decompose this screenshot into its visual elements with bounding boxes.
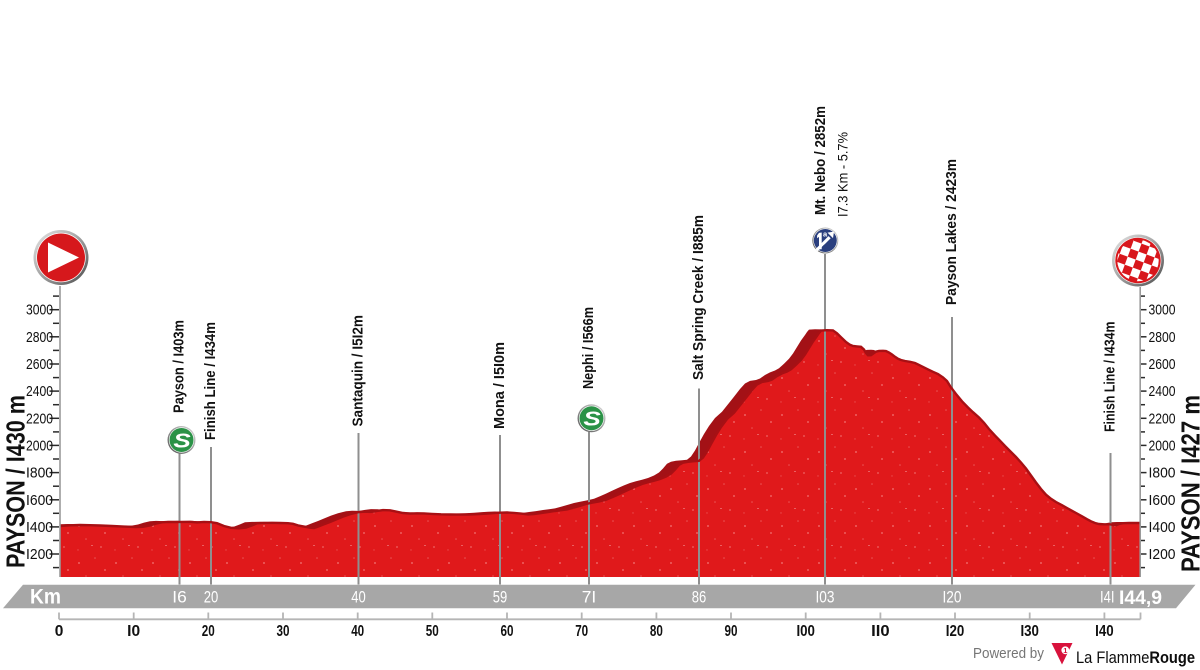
svg-text:2600: 2600 — [1149, 356, 1176, 373]
svg-text:2200: 2200 — [26, 410, 53, 427]
svg-text:2800: 2800 — [1149, 329, 1176, 346]
svg-text:2000: 2000 — [1149, 437, 1176, 454]
svg-text:I200: I200 — [26, 546, 53, 563]
svg-text:2800: 2800 — [26, 329, 53, 346]
svg-text:2000: 2000 — [26, 437, 53, 454]
svg-text:2200: 2200 — [1149, 410, 1176, 427]
svg-text:I7.3 Km - 5.7%: I7.3 Km - 5.7% — [836, 132, 851, 217]
svg-text:I600: I600 — [26, 492, 53, 509]
svg-text:0: 0 — [55, 623, 64, 640]
svg-text:I00: I00 — [796, 623, 815, 640]
svg-text:Santaquin / I5I2m: Santaquin / I5I2m — [350, 315, 367, 427]
svg-text:Finish Line / I434m: Finish Line / I434m — [1102, 322, 1119, 433]
svg-text:2400: 2400 — [1149, 383, 1176, 400]
svg-text:Powered by: Powered by — [973, 646, 1045, 662]
svg-text:50: 50 — [426, 623, 439, 640]
svg-text:I400: I400 — [1149, 519, 1176, 536]
svg-text:II0: II0 — [871, 623, 890, 640]
svg-text:I800: I800 — [26, 465, 53, 482]
svg-text:I600: I600 — [1149, 492, 1176, 509]
svg-text:Km: Km — [30, 586, 61, 609]
svg-text:Payson / I403m: Payson / I403m — [171, 320, 188, 413]
svg-text:80: 80 — [650, 623, 663, 640]
svg-text:I20: I20 — [943, 589, 962, 607]
svg-text:2400: 2400 — [26, 383, 53, 400]
svg-text:70: 70 — [575, 623, 588, 640]
svg-text:Mt. Nebo / 2852m: Mt. Nebo / 2852m — [812, 106, 829, 215]
svg-text:I200: I200 — [1149, 546, 1176, 563]
svg-text:90: 90 — [725, 623, 738, 640]
svg-text:7I: 7I — [582, 589, 597, 607]
svg-text:S: S — [173, 429, 191, 451]
svg-text:3000: 3000 — [1149, 302, 1176, 319]
svg-text:I20: I20 — [946, 623, 965, 640]
svg-text:I400: I400 — [26, 519, 53, 536]
svg-text:40: 40 — [351, 623, 364, 640]
svg-text:Salt Spring Creek / I885m: Salt Spring Creek / I885m — [690, 215, 707, 380]
svg-text:1: 1 — [1063, 646, 1067, 655]
svg-text:La FlammeRouge: La FlammeRouge — [1076, 648, 1195, 667]
svg-text:I44,9: I44,9 — [1119, 587, 1162, 609]
svg-text:2600: 2600 — [26, 356, 53, 373]
svg-text:59: 59 — [493, 589, 508, 607]
svg-text:S: S — [583, 407, 601, 429]
svg-text:I800: I800 — [1149, 465, 1176, 482]
svg-text:3000: 3000 — [26, 302, 53, 319]
svg-text:I40: I40 — [1095, 623, 1114, 640]
svg-text:86: 86 — [692, 589, 707, 607]
svg-text:I4I: I4I — [1100, 589, 1115, 607]
svg-text:I30: I30 — [1020, 623, 1038, 640]
svg-text:PAYSON / I430 m: PAYSON / I430 m — [1, 395, 31, 568]
svg-text:I6: I6 — [172, 589, 187, 607]
svg-text:I0: I0 — [127, 623, 140, 640]
svg-text:Payson Lakes / 2423m: Payson Lakes / 2423m — [943, 159, 960, 305]
svg-text:Nephi / I566m: Nephi / I566m — [580, 307, 597, 389]
svg-text:20: 20 — [202, 623, 215, 640]
svg-text:a: a — [823, 230, 828, 239]
svg-text:60: 60 — [501, 623, 514, 640]
svg-text:30: 30 — [277, 623, 290, 640]
svg-text:I03: I03 — [816, 589, 835, 607]
svg-text:PAYSON / I427 m: PAYSON / I427 m — [1176, 395, 1200, 572]
svg-text:Finish Line / I434m: Finish Line / I434m — [202, 322, 219, 440]
svg-text:40: 40 — [351, 589, 366, 607]
svg-text:20: 20 — [204, 589, 219, 607]
svg-text:Mona / I5I0m: Mona / I5I0m — [491, 342, 508, 429]
